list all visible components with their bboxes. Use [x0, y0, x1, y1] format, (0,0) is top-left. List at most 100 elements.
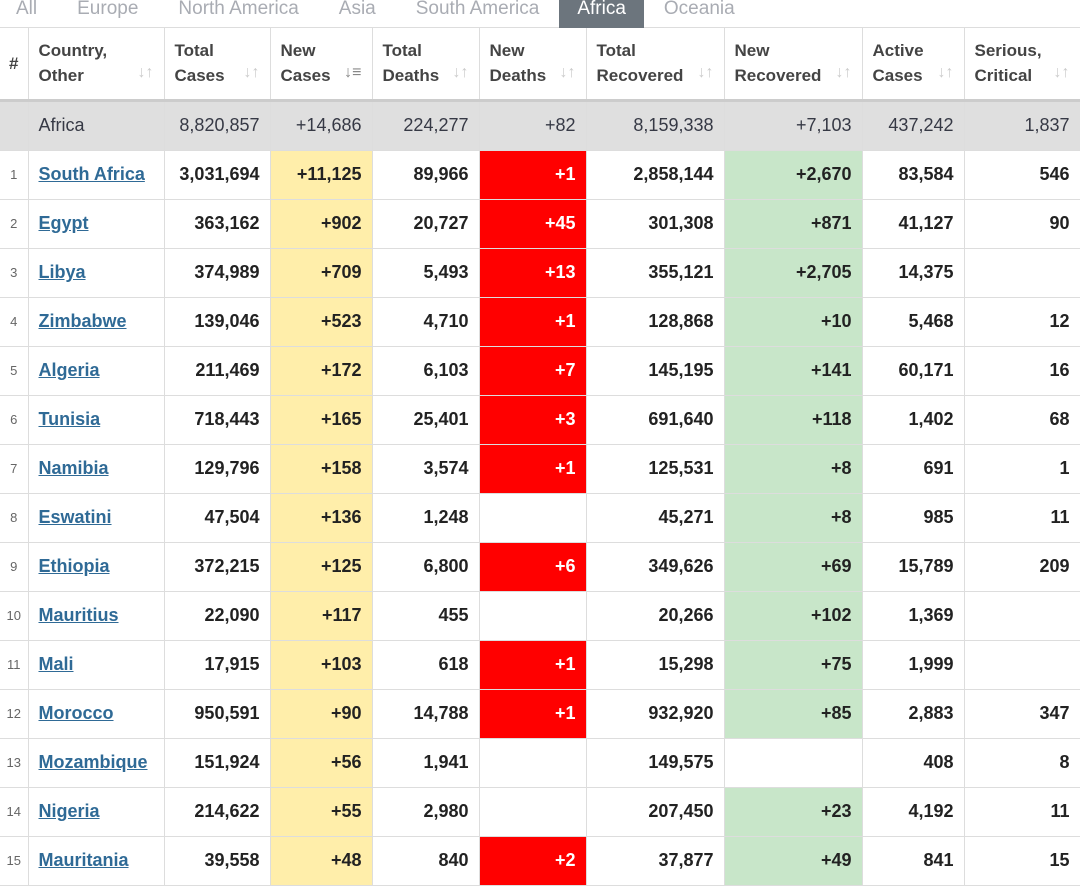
header-label-line2: Other [38, 66, 84, 86]
sort-icon[interactable]: ↓↑ [452, 63, 469, 81]
header-label-line1: New [280, 41, 316, 61]
country-link[interactable]: Nigeria [38, 801, 100, 821]
table-row: 4 Zimbabwe 139,046 +523 4,710 +1 128,868 +10 5,4… [0, 297, 1080, 347]
cell-active-cases: 1,402 [862, 395, 965, 445]
sort-icon[interactable]: ↓↑ [1053, 63, 1070, 81]
cell-total-recovered: 125,531 [586, 444, 725, 494]
cell-serious-critical: 8 [964, 738, 1080, 788]
country-link[interactable]: Eswatini [38, 507, 112, 527]
cell-new-deaths [479, 787, 587, 837]
sort-icon[interactable]: ↓↑ [559, 63, 576, 81]
sort-icon[interactable]: ↓↑ [937, 63, 954, 81]
cell-new-recovered: +23 [724, 787, 863, 837]
table-row: 8 Eswatini 47,504 +136 1,248 45,271 +8 985 11 [0, 493, 1080, 543]
country-link[interactable]: Tunisia [38, 409, 101, 429]
tab-asia[interactable]: Asia [338, 0, 376, 19]
header-label-line2: Recovered [596, 66, 684, 86]
cell-new-deaths [479, 738, 587, 788]
sort-icon[interactable]: ↓↑ [243, 63, 260, 81]
sort-icon[interactable]: ↓↑ [835, 63, 852, 81]
country-link[interactable]: South Africa [38, 164, 145, 184]
column-header-country[interactable]: Country, Other ↓↑ [28, 28, 165, 102]
table-row: 2 Egypt 363,162 +902 20,727 +45 301,308 +871 41,… [0, 199, 1080, 249]
tab-all[interactable]: All [16, 0, 38, 19]
column-header-new-recovered[interactable]: New Recovered ↓↑ [724, 28, 863, 102]
cell-total-recovered: 37,877 [586, 836, 725, 886]
header-label-line1: Active [872, 41, 924, 61]
cell-new-cases: +14,686 [270, 100, 373, 151]
tab-south-america[interactable]: South America [415, 0, 540, 19]
cell-country: South Africa [28, 150, 165, 200]
country-link[interactable]: Morocco [38, 703, 114, 723]
country-link[interactable]: Egypt [38, 213, 89, 233]
cell-new-cases: +158 [270, 444, 373, 494]
header-label-line2: Deaths [489, 66, 547, 86]
cell-new-deaths: +3 [479, 395, 587, 445]
cell-serious-critical: 68 [964, 395, 1080, 445]
country-link[interactable]: Mozambique [38, 752, 148, 772]
cell-total-deaths: 224,277 [372, 100, 480, 151]
cell-total-cases: 718,443 [164, 395, 271, 445]
cell-country: Algeria [28, 346, 165, 396]
cell-new-deaths [479, 493, 587, 543]
cell-new-deaths: +7 [479, 346, 587, 396]
sort-desc-icon[interactable]: ↓≡ [344, 63, 362, 81]
country-link[interactable]: Mauritius [38, 605, 119, 625]
header-label-line1: New [489, 41, 525, 61]
cell-country: Zimbabwe [28, 297, 165, 347]
table-row: 15 Mauritania 39,558 +48 840 +2 37,877 +49 841 15 [0, 836, 1080, 886]
cell-total-recovered: 20,266 [586, 591, 725, 641]
cell-total-deaths: 2,980 [372, 787, 480, 837]
cell-total-recovered: 15,298 [586, 640, 725, 690]
cell-country: Nigeria [28, 787, 165, 837]
cell-new-recovered: +141 [724, 346, 863, 396]
cell-new-deaths: +45 [479, 199, 587, 249]
column-header-new-cases[interactable]: New Cases ↓≡ [270, 28, 373, 102]
country-link[interactable]: Algeria [38, 360, 100, 380]
cell-serious-critical [964, 640, 1080, 690]
cell-new-deaths: +1 [479, 150, 587, 200]
country-link[interactable]: Zimbabwe [38, 311, 127, 331]
country-link[interactable]: Mauritania [38, 850, 129, 870]
cell-num: 1 [0, 150, 29, 200]
cell-total-cases: 129,796 [164, 444, 271, 494]
cell-active-cases: 41,127 [862, 199, 965, 249]
country-link[interactable]: Ethiopia [38, 556, 110, 576]
sort-icon[interactable]: ↓↑ [697, 63, 714, 81]
cell-active-cases: 691 [862, 444, 965, 494]
cell-new-cases: +523 [270, 297, 373, 347]
column-header-total-cases[interactable]: Total Cases ↓↑ [164, 28, 271, 102]
cell-country: Mauritania [28, 836, 165, 886]
column-header-total-recovered[interactable]: Total Recovered ↓↑ [586, 28, 725, 102]
cell-serious-critical: 11 [964, 787, 1080, 837]
cell-serious-critical: 1,837 [964, 100, 1080, 151]
cell-new-cases: +55 [270, 787, 373, 837]
column-header-active-cases[interactable]: Active Cases ↓↑ [862, 28, 965, 102]
cell-num: 15 [0, 836, 29, 886]
tab-north-america[interactable]: North America [178, 0, 299, 19]
sort-icon[interactable]: ↓↑ [137, 63, 154, 81]
tab-europe[interactable]: Europe [77, 0, 139, 19]
cell-new-cases: +709 [270, 248, 373, 298]
cell-total-deaths: 6,103 [372, 346, 480, 396]
column-header-serious-critical[interactable]: Serious, Critical ↓↑ [964, 28, 1080, 102]
column-header-new-deaths[interactable]: New Deaths ↓↑ [479, 28, 587, 102]
tab-oceania[interactable]: Oceania [663, 0, 735, 19]
cell-active-cases: 2,883 [862, 689, 965, 739]
country-link[interactable]: Mali [38, 654, 74, 674]
cell-total-cases: 139,046 [164, 297, 271, 347]
tab-africa[interactable]: Africa [559, 0, 644, 28]
cell-serious-critical: 11 [964, 493, 1080, 543]
cell-num: 3 [0, 248, 29, 298]
cell-total-recovered: 301,308 [586, 199, 725, 249]
country-link[interactable]: Libya [38, 262, 86, 282]
table-row: 11 Mali 17,915 +103 618 +1 15,298 +75 1,999 [0, 640, 1080, 690]
cell-num: 8 [0, 493, 29, 543]
column-header-total-deaths[interactable]: Total Deaths ↓↑ [372, 28, 480, 102]
cell-new-recovered: +85 [724, 689, 863, 739]
country-link[interactable]: Namibia [38, 458, 109, 478]
cell-num: 4 [0, 297, 29, 347]
cell-total-cases: 363,162 [164, 199, 271, 249]
cell-total-deaths: 455 [372, 591, 480, 641]
cell-total-deaths: 25,401 [372, 395, 480, 445]
